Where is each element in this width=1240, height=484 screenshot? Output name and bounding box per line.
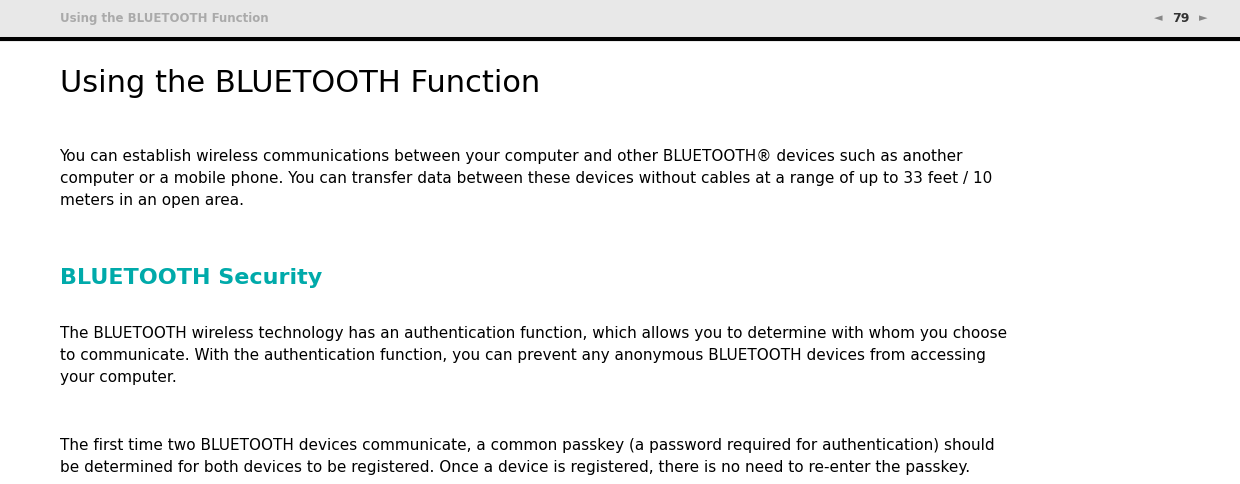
Text: ►: ► bbox=[1199, 13, 1207, 23]
Text: ◄: ◄ bbox=[1154, 13, 1162, 23]
Text: You can establish wireless communications between your computer and other BLUETO: You can establish wireless communication… bbox=[60, 149, 992, 207]
Text: The first time two BLUETOOTH devices communicate, a common passkey (a password r: The first time two BLUETOOTH devices com… bbox=[60, 437, 994, 473]
Text: The BLUETOOTH wireless technology has an authentication function, which allows y: The BLUETOOTH wireless technology has an… bbox=[60, 326, 1007, 384]
Text: Using the BLUETOOTH Function: Using the BLUETOOTH Function bbox=[60, 69, 539, 98]
Text: 79: 79 bbox=[1172, 12, 1189, 25]
Text: Using the BLUETOOTH Function: Using the BLUETOOTH Function bbox=[60, 12, 268, 25]
Bar bbox=[0, 0, 1240, 36]
Text: BLUETOOTH Security: BLUETOOTH Security bbox=[60, 268, 321, 287]
